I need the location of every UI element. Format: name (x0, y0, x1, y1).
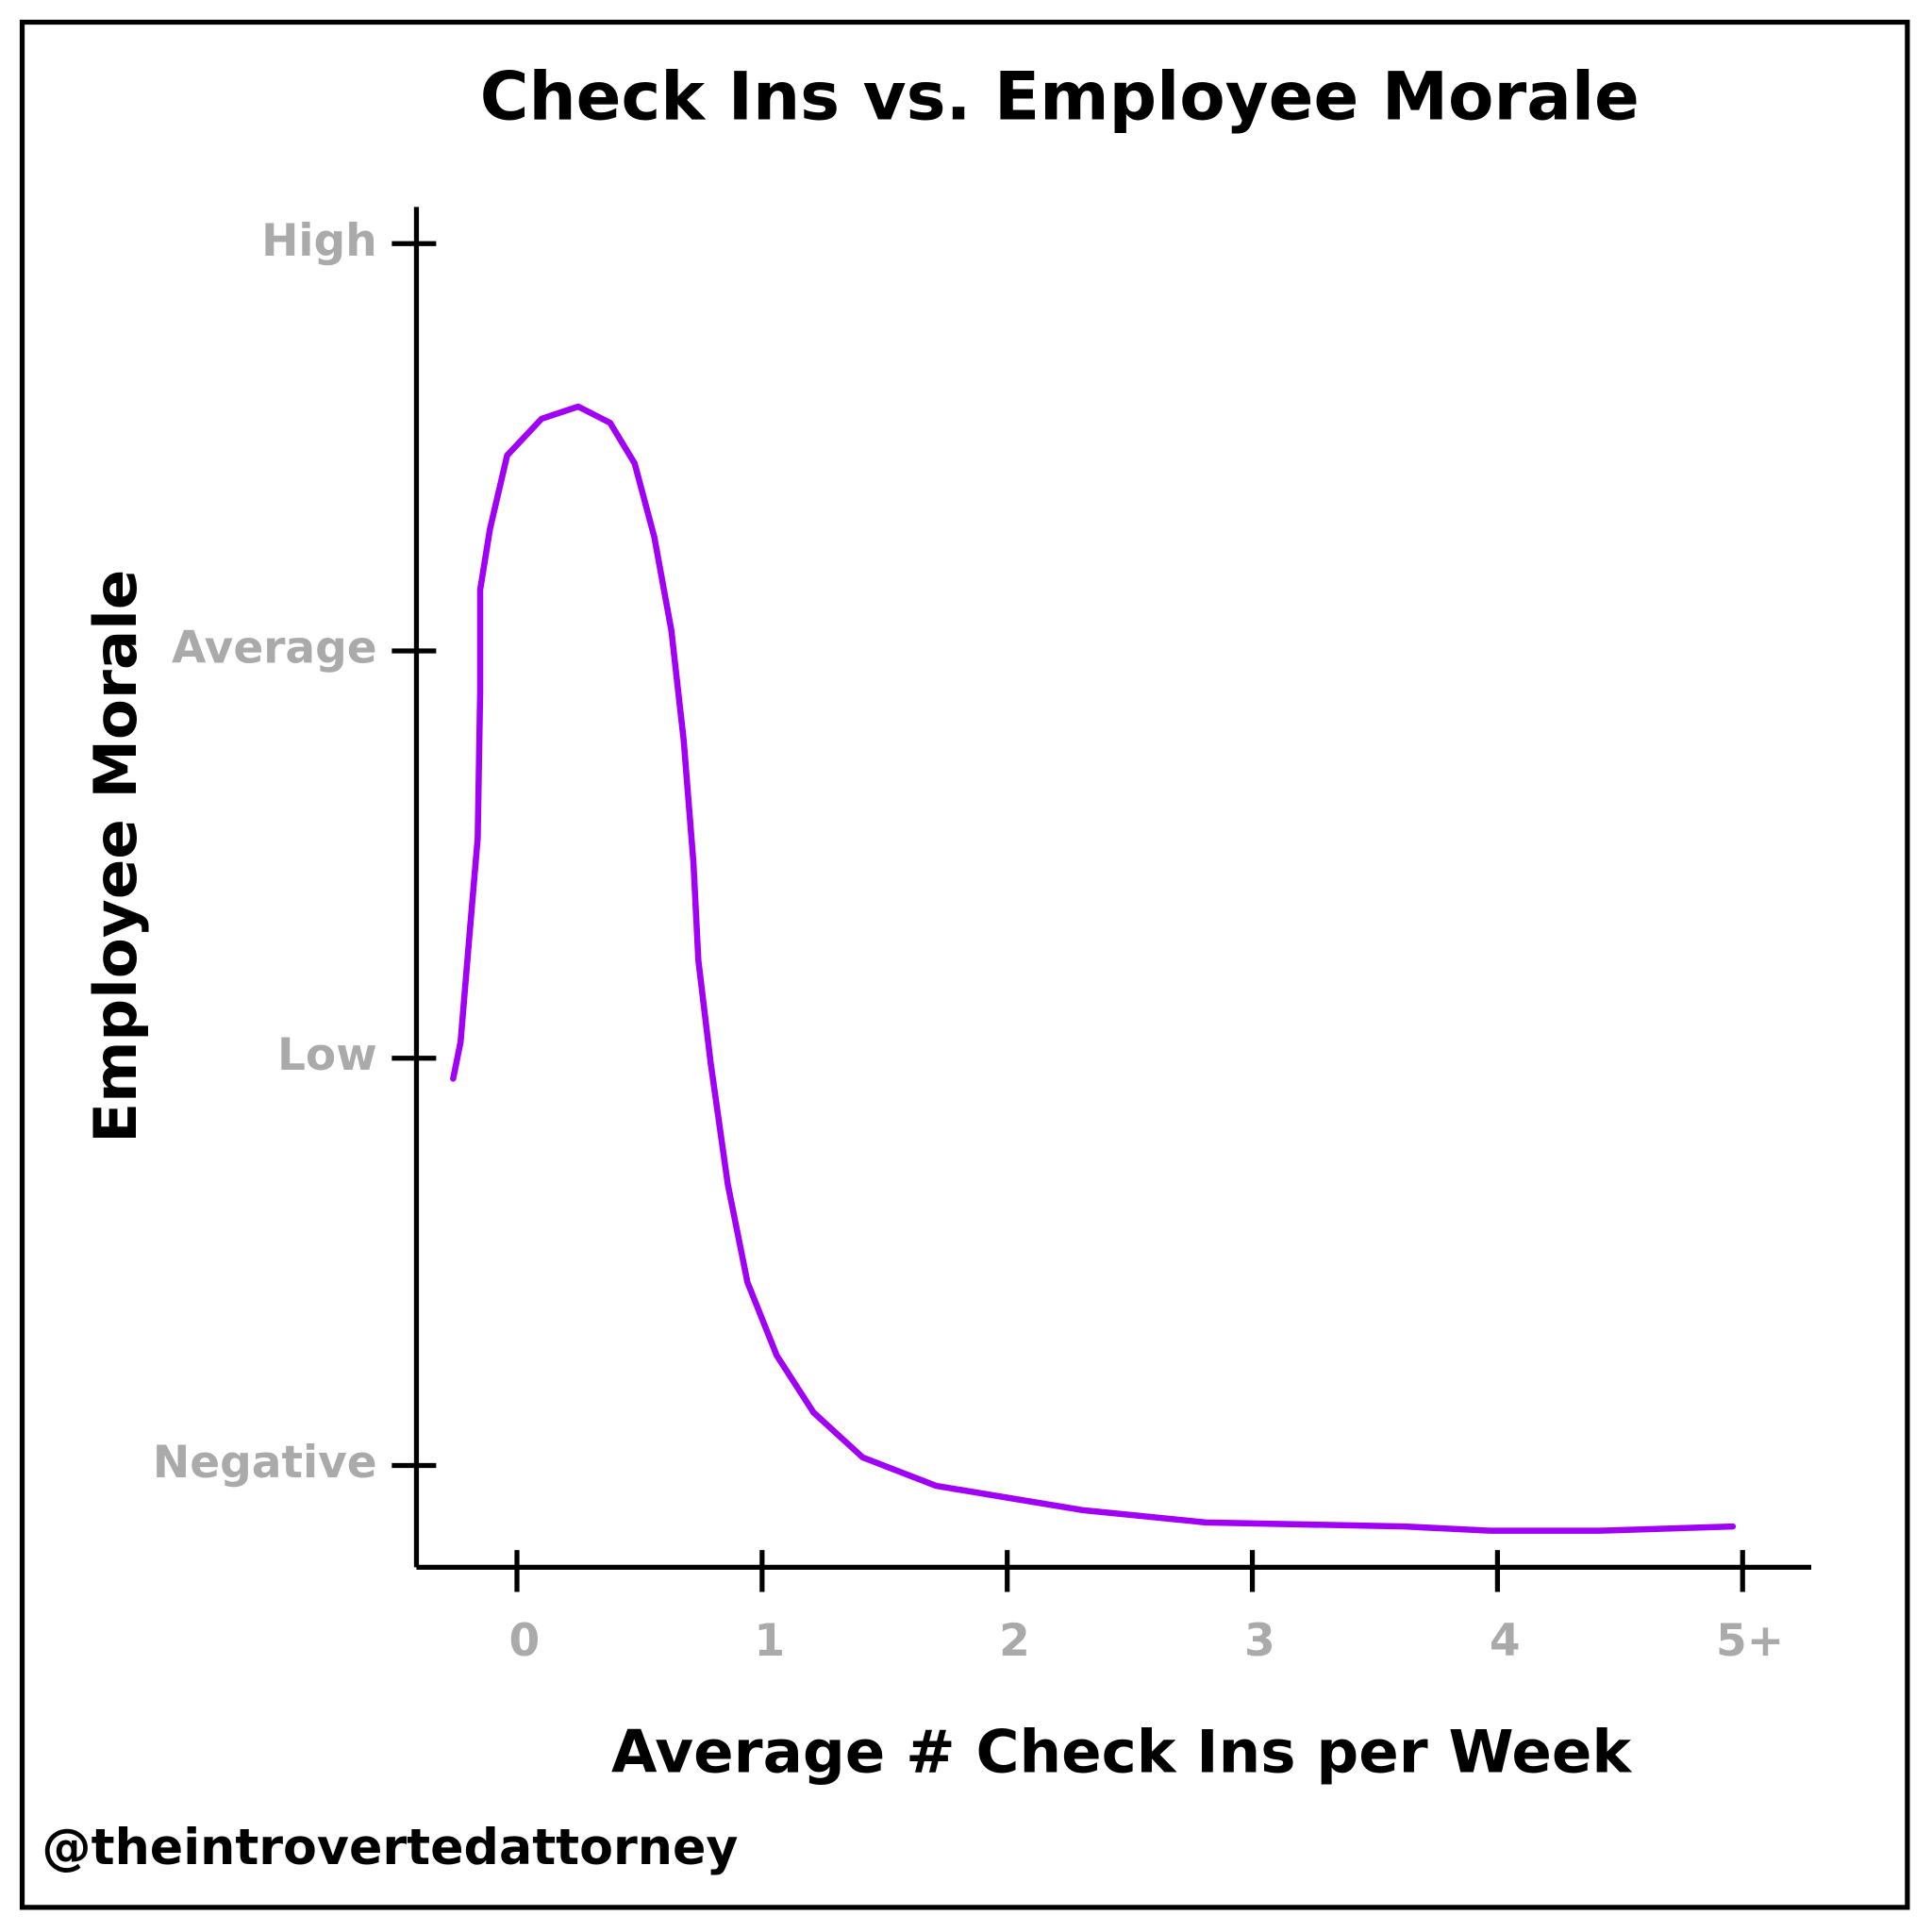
y-tick-label: Low (277, 1029, 377, 1081)
x-tick-label: 3 (1244, 1615, 1275, 1667)
chart-title: Check Ins vs. Employee Morale (480, 58, 1640, 136)
x-tick-label: 5+ (1716, 1615, 1784, 1667)
y-tick-label: Average (172, 623, 377, 675)
y-tick-label: High (261, 215, 377, 267)
x-tick-label: 2 (999, 1615, 1030, 1667)
x-tick-label: 4 (1490, 1615, 1521, 1667)
credit: @theintrovertedattorney (42, 1820, 738, 1876)
frame (19, 19, 1910, 1910)
y-tick-label: Negative (153, 1437, 377, 1489)
line-series (450, 403, 1737, 1534)
y-axis-label: Employee Morale (81, 570, 150, 1143)
x-tick-label: 1 (754, 1615, 785, 1667)
x-axis-label: Average # Check Ins per Week (611, 1717, 1632, 1786)
x-tick-label: 0 (508, 1615, 540, 1667)
